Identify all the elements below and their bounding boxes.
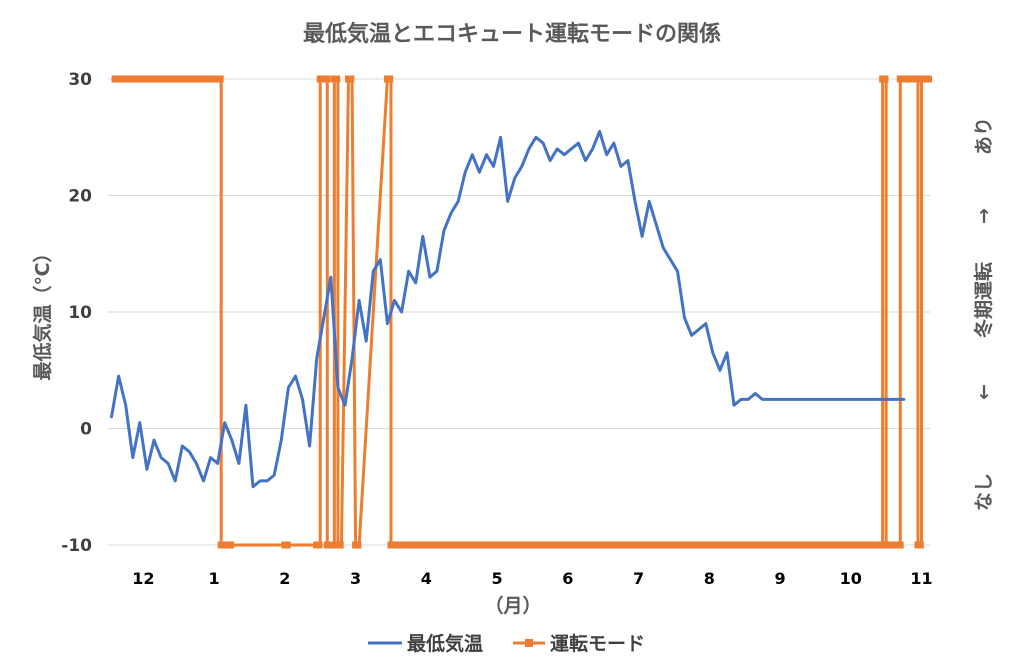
mode-marker	[916, 541, 924, 549]
mode-marker	[386, 75, 394, 83]
y2-label-top: あり	[973, 117, 995, 155]
mode-marker	[283, 541, 291, 549]
y-axis-label: 最低気温（℃）	[31, 243, 54, 380]
x-tick-label: 5	[492, 569, 503, 588]
series-mode	[111, 75, 933, 549]
mode-marker	[220, 541, 228, 549]
mode-marker	[913, 75, 921, 83]
y2-label-down-arrow: ←	[973, 384, 995, 400]
y2-label-up-arrow: →	[973, 208, 995, 224]
x-tick-label: 1	[209, 569, 220, 588]
x-tick-label: 9	[774, 569, 785, 588]
y-tick-labels: 30 20 10 0 -10	[61, 70, 92, 556]
y-tick-label: 0	[80, 420, 92, 440]
mode-marker	[354, 541, 362, 549]
x-axis-label: （月）	[484, 594, 541, 617]
mode-marker	[323, 75, 331, 83]
x-tick-label: 6	[562, 569, 573, 588]
legend-label-mode: 運転モード	[550, 633, 645, 655]
mode-marker	[227, 541, 235, 549]
series-temp-line	[110, 129, 906, 489]
mode-marker	[216, 75, 224, 83]
series-temp	[110, 129, 906, 489]
mode-marker	[336, 541, 344, 549]
x-tick-label: 8	[704, 569, 715, 588]
mode-marker	[347, 75, 355, 83]
mode-marker	[881, 75, 889, 83]
x-tick-label: 11	[910, 569, 932, 588]
y-tick-label: 10	[68, 303, 92, 323]
x-tick-labels: 12 1 2 3 4 5 6 7 8 9 10 11	[132, 569, 932, 588]
x-tick-label: 10	[840, 569, 862, 588]
x-tick-label: 12	[132, 569, 154, 588]
chart-title: 最低気温とエコキュート運転モードの関係	[303, 21, 721, 47]
gridlines	[108, 78, 930, 546]
x-tick-label: 3	[350, 569, 361, 588]
y-tick-label: 30	[68, 70, 92, 90]
y2-label-middle: 冬期運転	[972, 262, 995, 338]
legend-label-temp: 最低気温	[407, 632, 483, 655]
y-tick-label: 20	[68, 187, 92, 207]
mode-marker	[315, 541, 323, 549]
y2-label-bottom: なし	[973, 473, 995, 511]
mode-marker	[896, 541, 904, 549]
x-tick-label: 2	[279, 569, 290, 588]
legend-marker-mode	[525, 639, 533, 647]
x-tick-label: 4	[421, 569, 432, 588]
series-mode-line	[115, 77, 929, 547]
secondary-axis-labels: あり → 冬期運転 ← なし	[972, 117, 995, 511]
x-tick-label: 7	[633, 569, 644, 588]
mode-marker	[330, 541, 338, 549]
mode-marker	[877, 541, 885, 549]
legend: 最低気温 運転モード	[368, 632, 645, 655]
mode-marker	[925, 75, 933, 83]
y-tick-label: -10	[61, 536, 92, 556]
mode-marker	[333, 75, 341, 83]
